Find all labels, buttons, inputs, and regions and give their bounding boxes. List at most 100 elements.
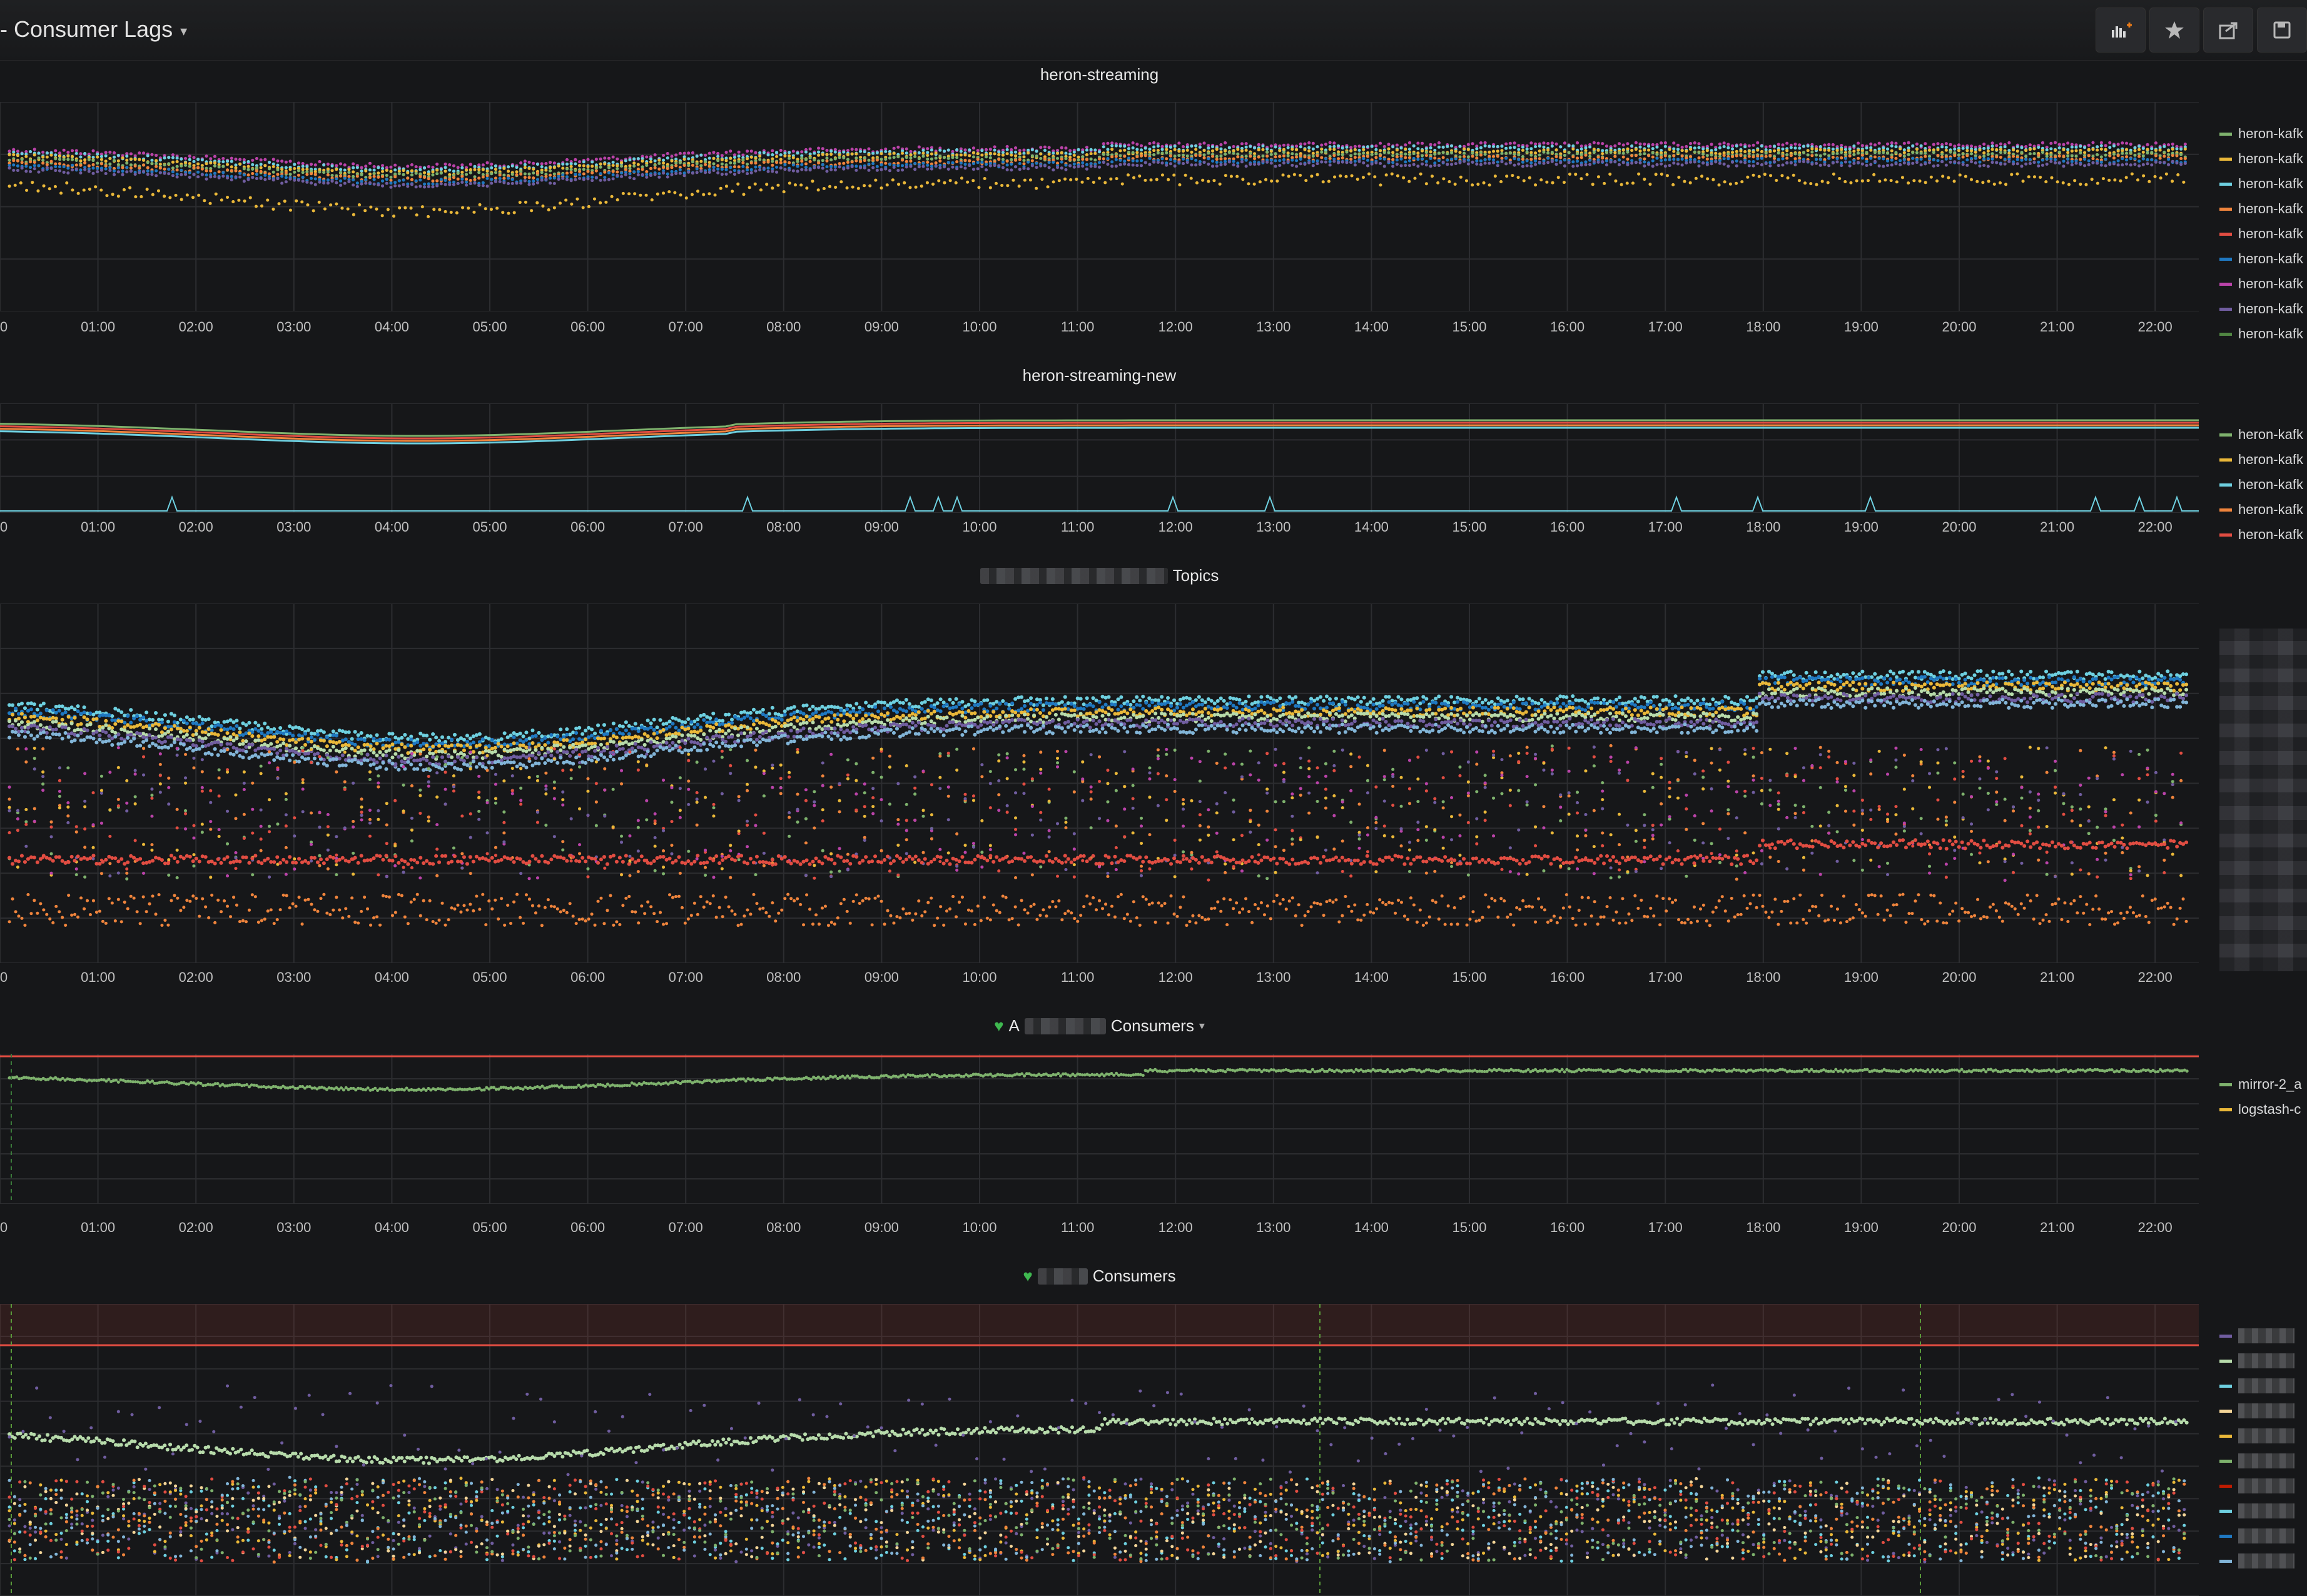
x-tick-label: 10:00 <box>962 519 997 535</box>
panel-title[interactable]: ♥ Consumers <box>0 1266 2199 1286</box>
legend-label: heron-kafk <box>2238 301 2303 316</box>
series-dots <box>8 745 2183 882</box>
legend-item[interactable]: mirror-2_a <box>2219 1072 2307 1097</box>
legend-swatch <box>2219 1359 2232 1363</box>
save-button[interactable] <box>2257 8 2307 53</box>
scatter-plot[interactable] <box>0 1054 2199 1204</box>
navbar-buttons <box>2096 8 2307 53</box>
share-button[interactable] <box>2203 8 2253 53</box>
redacted-text <box>1037 1268 1088 1285</box>
x-tick-label: 09:00 <box>864 519 899 535</box>
panel-title-text: Topics <box>1172 566 1219 585</box>
legend-item[interactable]: heron-kafk <box>2219 221 2307 246</box>
legend-label: heron-kafk <box>2238 326 2303 340</box>
legend-item[interactable]: heron-kafk <box>2219 296 2307 321</box>
series-dots <box>8 745 2183 879</box>
x-tick-label: 08:00 <box>766 519 801 535</box>
add-panel-button[interactable] <box>2096 8 2146 53</box>
dashboard-title-dropdown[interactable]: - Consumer Lags ▾ <box>0 14 187 45</box>
legend-item[interactable]: heron-kafk <box>2219 422 2307 447</box>
legend-item[interactable] <box>2219 1348 2307 1373</box>
legend-item[interactable] <box>2219 1423 2307 1448</box>
dashboard-title: - Consumer Lags <box>0 16 173 42</box>
legend-item[interactable] <box>2219 1548 2307 1573</box>
legend-item[interactable] <box>2219 1398 2307 1423</box>
legend-swatch <box>2219 1083 2232 1086</box>
x-tick-label: 06:00 <box>570 319 606 335</box>
legend-item[interactable]: heron-kafk <box>2219 447 2307 472</box>
redacted-text <box>2238 1453 2294 1468</box>
x-tick-label: 13:00 <box>1256 1220 1291 1235</box>
legend-item[interactable] <box>2219 1473 2307 1498</box>
panel-title[interactable]: Topics <box>0 566 2199 585</box>
series-dots <box>8 1383 2178 1477</box>
legend-swatch <box>2219 1384 2232 1388</box>
x-tick-label: 04:00 <box>374 1220 409 1235</box>
x-tick-label: 16:00 <box>1550 519 1585 535</box>
star-icon <box>2165 21 2184 39</box>
legend-item[interactable]: heron-kafk <box>2219 246 2307 271</box>
legend-item[interactable] <box>2219 1323 2307 1348</box>
scatter-plot[interactable] <box>0 604 2199 963</box>
panel-title-prefix: A <box>1008 1016 1020 1035</box>
x-tick-label: 10:00 <box>962 1220 997 1235</box>
redacted-text <box>2238 1403 2294 1418</box>
legend-label: heron-kafk <box>2238 226 2303 241</box>
series-dots <box>8 686 2189 761</box>
x-tick-label: 04:00 <box>374 969 409 985</box>
x-tick-label: 14:00 <box>1354 969 1389 985</box>
x-tick-label: 05:00 <box>472 969 507 985</box>
redacted-text <box>980 567 1168 584</box>
legend-item[interactable]: heron-kafk <box>2219 146 2307 171</box>
legend-item[interactable]: heron-kafk <box>2219 271 2307 296</box>
legend-swatch <box>2219 207 2232 211</box>
legend-swatch <box>2219 1559 2232 1563</box>
x-tick-label: 06:00 <box>570 1220 606 1235</box>
legend-label: heron-kafk <box>2238 176 2303 191</box>
star-button[interactable] <box>2149 8 2199 53</box>
legend-item[interactable] <box>2219 1498 2307 1523</box>
scatter-plot[interactable] <box>0 102 2199 311</box>
legend-item[interactable]: heron-kafk <box>2219 497 2307 522</box>
series-dots <box>8 1477 2186 1563</box>
x-tick-label: 20:00 <box>1942 969 1977 985</box>
legend-item[interactable]: heron-kafk <box>2219 522 2307 541</box>
x-tick-label: 12:00 <box>1158 519 1193 535</box>
x-tick-label: 11:00 <box>1060 519 1095 535</box>
legend-item[interactable] <box>2219 1448 2307 1473</box>
x-tick-label: 17:00 <box>1648 319 1683 335</box>
legend-item[interactable]: heron-kafk <box>2219 121 2307 146</box>
series-dots <box>8 1477 2186 1562</box>
legend-item[interactable]: heron-kafk <box>2219 171 2307 196</box>
redacted-text <box>2238 1428 2294 1443</box>
x-tick-label: 05:00 <box>472 1220 507 1235</box>
legend-swatch <box>2219 1484 2232 1488</box>
series-dots <box>8 1476 2186 1563</box>
x-tick-label: 14:00 <box>1354 319 1389 335</box>
panel-title[interactable]: heron-streaming <box>0 65 2199 84</box>
x-tick-label: 13:00 <box>1256 319 1291 335</box>
redacted-text <box>2238 1503 2294 1518</box>
legend-label: heron-kafk <box>2238 502 2303 517</box>
legend-item[interactable]: heron-kafk <box>2219 321 2307 340</box>
series-line <box>0 427 2199 445</box>
x-tick-label: 04:00 <box>374 519 409 535</box>
panel-title[interactable]: heron-streaming-new <box>0 366 2199 385</box>
legend-item[interactable]: logstash-c <box>2219 1097 2307 1122</box>
heart-icon: ♥ <box>994 1016 1004 1035</box>
x-tick-label: 18:00 <box>1746 969 1781 985</box>
legend: heron-kafk heron-kafk heron-kafk heron-kafk… <box>2219 422 2307 541</box>
legend-item[interactable]: heron-kafk <box>2219 196 2307 221</box>
x-tick-label: 01:00 <box>81 969 116 985</box>
legend-item[interactable] <box>2219 1373 2307 1398</box>
panel-title-dropdown[interactable]: ♥ A Consumers ▾ <box>0 1016 2199 1036</box>
series-dots <box>8 744 2183 881</box>
line-plot[interactable] <box>0 403 2199 513</box>
legend-swatch <box>2219 508 2232 512</box>
legend-item[interactable] <box>2219 1523 2307 1548</box>
x-tick-label: 07:00 <box>668 1220 703 1235</box>
legend-label: heron-kafk <box>2238 477 2303 492</box>
legend-swatch <box>2219 1434 2232 1438</box>
scatter-plot[interactable] <box>0 1304 2199 1596</box>
legend-item[interactable]: heron-kafk <box>2219 472 2307 497</box>
